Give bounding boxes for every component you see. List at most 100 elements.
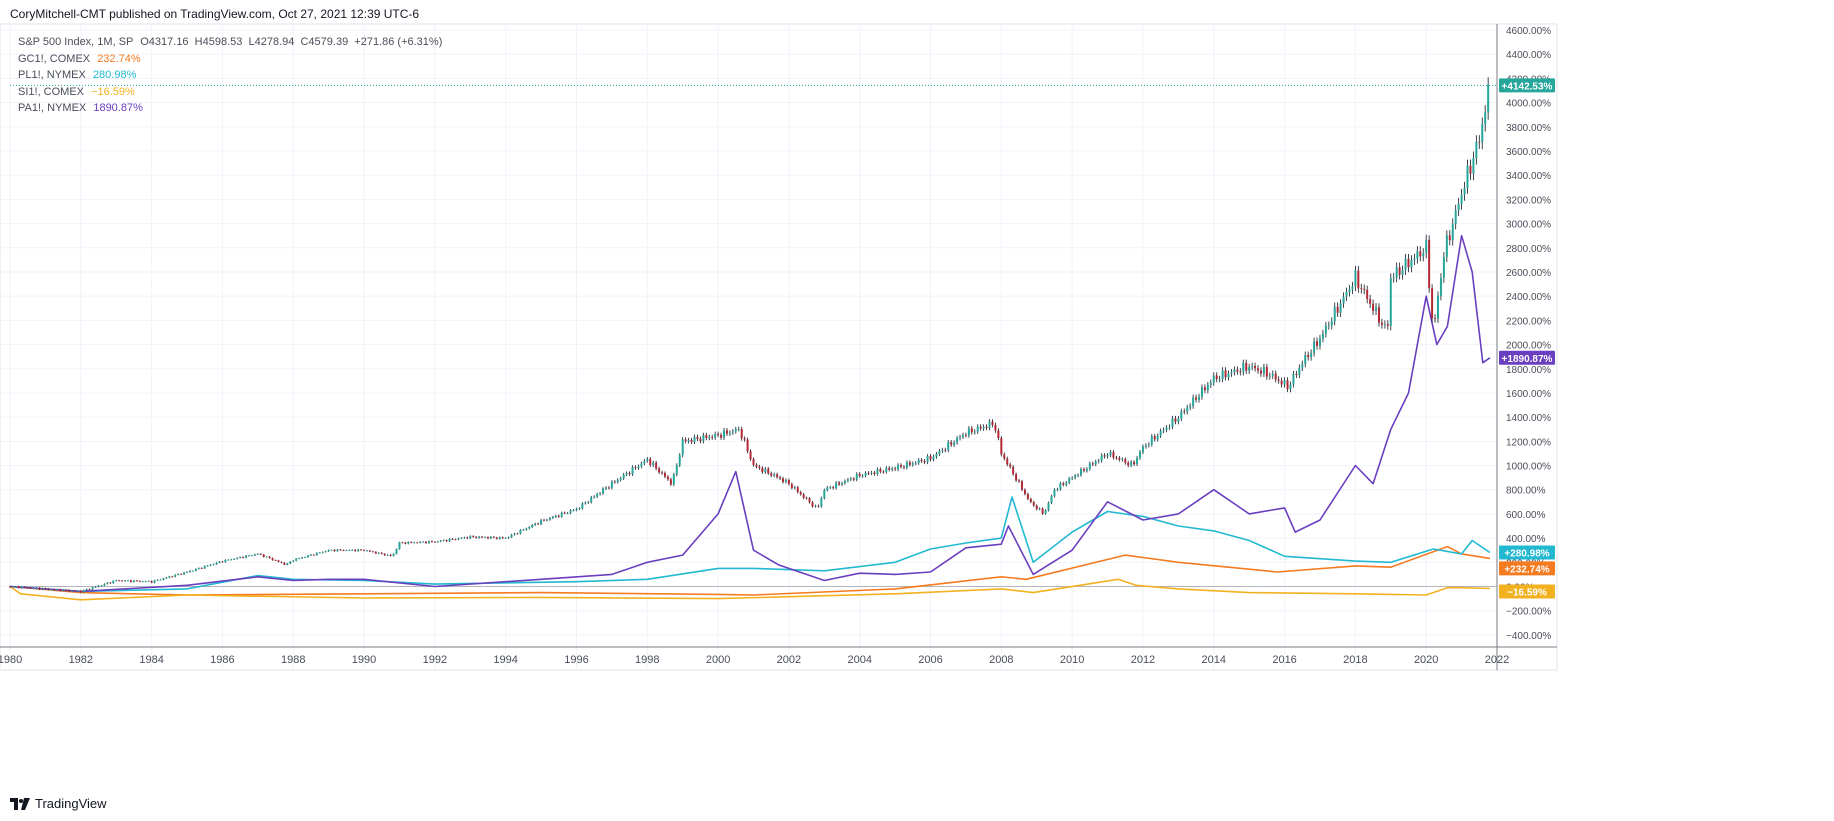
candle-body[interactable] <box>112 580 115 584</box>
candle-body[interactable] <box>427 541 430 544</box>
candle-body[interactable] <box>911 463 914 465</box>
candle-body[interactable] <box>1431 288 1434 319</box>
candle-body[interactable] <box>734 429 737 432</box>
candle-body[interactable] <box>1481 124 1484 143</box>
legend-main-row[interactable]: S&P 500 Index, 1M, SP O4317.16 H4598.53 … <box>18 34 442 51</box>
candle-body[interactable] <box>481 536 484 538</box>
candle-body[interactable] <box>593 496 596 498</box>
candle-body[interactable] <box>129 580 132 582</box>
candle-body[interactable] <box>318 552 321 554</box>
candle-body[interactable] <box>247 555 250 557</box>
candle-body[interactable] <box>1012 466 1015 475</box>
candle-body[interactable] <box>56 589 59 591</box>
candle-body[interactable] <box>619 478 622 480</box>
candle-body[interactable] <box>702 435 705 442</box>
candle-body[interactable] <box>1032 502 1035 506</box>
candle-body[interactable] <box>672 474 675 485</box>
candle-body[interactable] <box>510 534 513 538</box>
candle-body[interactable] <box>489 536 492 539</box>
candle-body[interactable] <box>782 478 785 482</box>
candle-body[interactable] <box>994 424 997 431</box>
candle-body[interactable] <box>666 476 669 480</box>
candle-body[interactable] <box>693 436 696 442</box>
candle-body[interactable] <box>478 536 481 538</box>
candle-body[interactable] <box>976 426 979 432</box>
candle-body[interactable] <box>336 549 339 552</box>
candle-body[interactable] <box>268 556 271 559</box>
candle-body[interactable] <box>534 523 537 525</box>
candle-body[interactable] <box>324 551 327 553</box>
candle-body[interactable] <box>572 510 575 511</box>
candle-body[interactable] <box>1003 454 1006 459</box>
candle-body[interactable] <box>1277 379 1280 381</box>
candle-body[interactable] <box>829 487 832 489</box>
candle-body[interactable] <box>277 560 280 562</box>
candle-body[interactable] <box>70 590 73 592</box>
candle-body[interactable] <box>1383 324 1386 326</box>
candle-body[interactable] <box>799 492 802 495</box>
tradingview-logo[interactable]: TradingView <box>10 796 107 811</box>
candle-body[interactable] <box>569 510 572 514</box>
candle-body[interactable] <box>20 586 23 589</box>
candle-body[interactable] <box>416 542 419 544</box>
candle-body[interactable] <box>711 436 714 438</box>
candle-body[interactable] <box>203 566 206 569</box>
candle-body[interactable] <box>398 542 401 550</box>
candle-body[interactable] <box>1150 436 1153 445</box>
candle-body[interactable] <box>404 542 407 544</box>
candle-body[interactable] <box>380 552 383 554</box>
candle-body[interactable] <box>953 442 956 445</box>
candle-body[interactable] <box>357 549 360 552</box>
candle-body[interactable] <box>649 458 652 466</box>
candle-body[interactable] <box>646 458 649 461</box>
candle-body[interactable] <box>805 497 808 499</box>
candle-body[interactable] <box>1227 373 1230 378</box>
candle-body[interactable] <box>743 438 746 440</box>
candle-body[interactable] <box>14 586 17 588</box>
candle-body[interactable] <box>188 570 191 573</box>
candle-body[interactable] <box>1165 427 1168 430</box>
candle-body[interactable] <box>351 549 354 551</box>
candle-body[interactable] <box>1103 455 1106 457</box>
candle-body[interactable] <box>224 559 227 563</box>
candle-body[interactable] <box>563 512 566 514</box>
candle-body[interactable] <box>1454 210 1457 224</box>
candle-body[interactable] <box>908 462 911 465</box>
candle-body[interactable] <box>1186 407 1189 412</box>
candle-body[interactable] <box>929 456 932 460</box>
candle-body[interactable] <box>212 564 215 566</box>
candle-body[interactable] <box>528 527 531 529</box>
candle-body[interactable] <box>776 474 779 478</box>
candle-body[interactable] <box>1139 452 1142 458</box>
candle-body[interactable] <box>1254 365 1257 369</box>
candle-body[interactable] <box>168 576 171 578</box>
candle-body[interactable] <box>1144 445 1147 447</box>
candle-body[interactable] <box>1407 258 1410 268</box>
candle-body[interactable] <box>507 537 510 539</box>
candle-body[interactable] <box>1106 455 1109 457</box>
candle-body[interactable] <box>1457 203 1460 211</box>
candle-body[interactable] <box>1130 461 1133 466</box>
candle-body[interactable] <box>1419 251 1422 257</box>
candle-body[interactable] <box>584 502 587 504</box>
candle-body[interactable] <box>669 479 672 485</box>
candle-body[interactable] <box>1330 321 1333 326</box>
candle-body[interactable] <box>9 586 11 588</box>
candle-body[interactable] <box>1242 362 1245 373</box>
candle-body[interactable] <box>545 519 548 521</box>
candle-body[interactable] <box>79 590 82 593</box>
candle-body[interactable] <box>348 550 351 551</box>
candle-body[interactable] <box>1168 426 1171 428</box>
candle-body[interactable] <box>1192 397 1195 406</box>
candle-body[interactable] <box>938 450 941 454</box>
candle-body[interactable] <box>1318 338 1321 346</box>
candle-body[interactable] <box>699 438 702 442</box>
candle-body[interactable] <box>82 590 85 593</box>
candle-body[interactable] <box>634 467 637 469</box>
candle-body[interactable] <box>1062 483 1065 485</box>
candle-body[interactable] <box>383 553 386 556</box>
candle-body[interactable] <box>23 586 26 588</box>
candle-body[interactable] <box>941 449 944 451</box>
candle-body[interactable] <box>1118 457 1121 460</box>
candle-body[interactable] <box>640 463 643 467</box>
